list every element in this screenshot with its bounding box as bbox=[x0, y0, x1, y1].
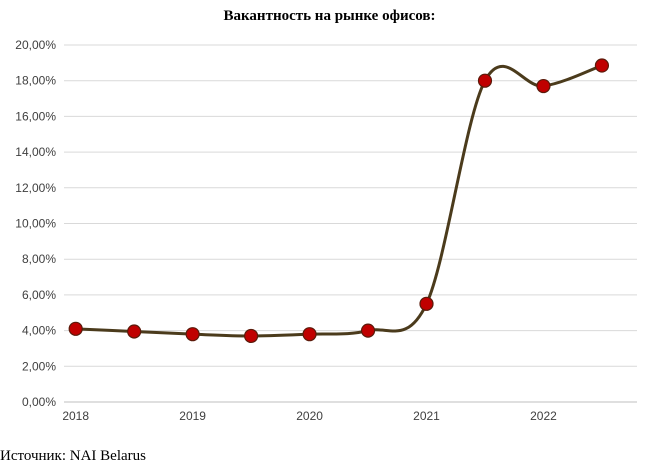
gridlines bbox=[64, 44, 637, 403]
y-tick-label: 4,00% bbox=[22, 324, 56, 338]
y-tick-label: 18,00% bbox=[15, 74, 56, 88]
data-point-marker bbox=[302, 327, 317, 342]
x-tick-label: 2018 bbox=[62, 409, 89, 423]
chart-title: Вакантность на рынке офисов: bbox=[223, 8, 436, 24]
data-point-marker bbox=[536, 78, 551, 94]
data-point-marker bbox=[185, 327, 200, 342]
x-tick-label: 2021 bbox=[413, 409, 440, 423]
y-tick-label: 2,00% bbox=[22, 359, 56, 373]
data-point-marker bbox=[127, 324, 142, 339]
y-tick-label: 14,00% bbox=[15, 145, 56, 159]
data-point-marker bbox=[477, 73, 493, 88]
y-tick-label: 8,00% bbox=[22, 252, 56, 266]
x-axis-ticks: 2018 2019 2020 2021 2022 bbox=[62, 409, 557, 423]
data-point-marker bbox=[68, 321, 83, 336]
data-point-marker bbox=[244, 328, 259, 344]
y-tick-label: 0,00% bbox=[22, 395, 56, 409]
y-tick-label: 10,00% bbox=[15, 217, 56, 231]
data-point-marker bbox=[594, 58, 610, 73]
series-markers bbox=[68, 58, 610, 344]
source-note: Источник: NAI Belarus bbox=[0, 448, 146, 464]
x-tick-label: 2019 bbox=[179, 409, 206, 423]
y-tick-label: 20,00% bbox=[15, 38, 56, 52]
y-tick-label: 6,00% bbox=[22, 288, 56, 302]
x-tick-label: 2020 bbox=[296, 409, 323, 423]
y-tick-label: 16,00% bbox=[15, 109, 56, 123]
data-point-marker bbox=[360, 323, 376, 338]
y-tick-label: 12,00% bbox=[15, 181, 56, 195]
data-point-marker bbox=[419, 296, 434, 311]
y-axis-ticks: 0,00% 2,00% 4,00% 6,00% 8,00% 10,00% 12,00% 14,… bbox=[15, 38, 56, 409]
x-tick-label: 2022 bbox=[530, 409, 557, 423]
